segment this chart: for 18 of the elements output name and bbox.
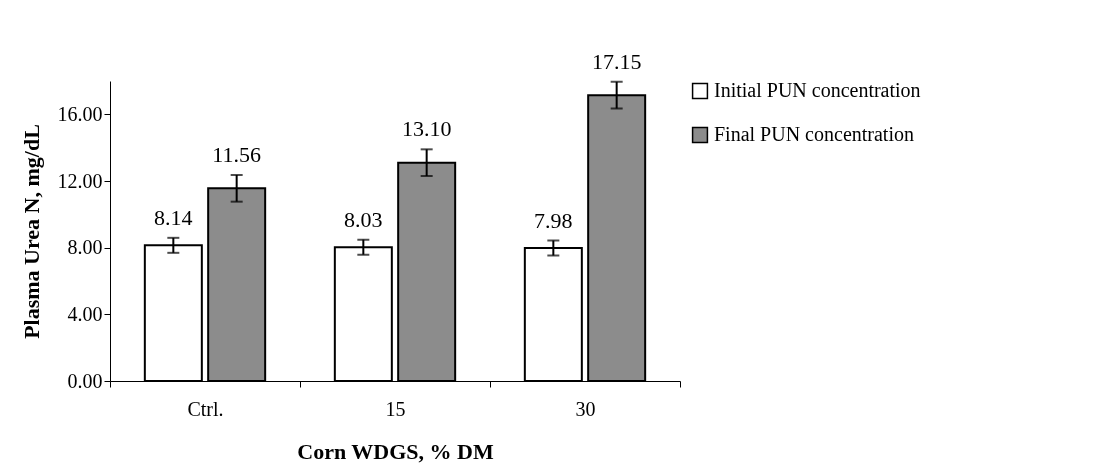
legend-label: Final PUN concentration [714, 123, 914, 145]
y-tick-label: 8.00 [67, 236, 103, 259]
x-tick-label: 15 [385, 397, 406, 420]
y-axis-title: Plasma Urea N, mg/dL [18, 124, 44, 339]
x-tick-label: Ctrl. [187, 397, 224, 420]
y-tick-label: 12.00 [57, 169, 103, 192]
data-label: 17.15 [591, 48, 642, 74]
data-label: 8.14 [154, 204, 193, 230]
legend-label: Initial PUN concentration [714, 79, 921, 101]
y-tick-label: 4.00 [67, 302, 103, 325]
x-axis-title: Corn WDGS, % DM [297, 438, 494, 464]
data-label: 8.03 [344, 206, 383, 232]
x-tick-label: 30 [575, 397, 596, 420]
data-label: 13.10 [401, 116, 452, 142]
data-label: 11.56 [212, 142, 262, 167]
y-tick-label: 16.00 [57, 102, 103, 125]
data-label: 7.98 [534, 207, 573, 233]
y-tick-label: 0.00 [67, 369, 103, 392]
